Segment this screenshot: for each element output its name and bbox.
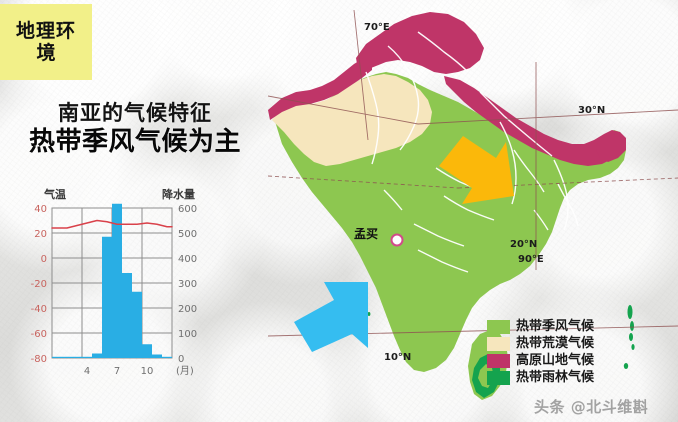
axis-tick-label: 300: [178, 279, 197, 290]
legend-label: 热带雨林气候: [516, 370, 595, 385]
map-landmass: [268, 12, 635, 400]
axis-tick-label: 100: [178, 329, 197, 340]
axis-tick-label: -40: [31, 304, 47, 315]
chart-x-axis-ticks: 4 7 10: [84, 366, 154, 377]
precipitation-bar: [152, 354, 162, 358]
page-title: 南亚的气候特征 热带季风气候为主: [0, 100, 270, 159]
legend-swatch-icon: [487, 370, 510, 385]
legend-item: 热带季风气候: [487, 318, 594, 335]
chart-left-axis-ticks: 40 20 0 -20 -40 -60 -80: [31, 204, 47, 365]
headline-title: 热带季风气候为主: [28, 127, 241, 158]
legend-label: 高原山地气候: [516, 353, 595, 368]
legend-item: 热带雨林气候: [487, 369, 594, 386]
city-dot-icon: [390, 233, 404, 247]
legend-item: 高原山地气候: [487, 352, 594, 369]
south-asia-climate-map: 70°E 30°N 20°N 90°E 10°N 孟买: [268, 0, 678, 422]
climate-chart: 气温 降水量 40 20 0 -20 -40 -6: [12, 186, 228, 382]
legend-swatch-icon: [487, 319, 510, 334]
watermark: 头条 @北斗维斟: [534, 398, 649, 416]
map-legend: 热带季风气候 热带荒漠气候 高原山地气候 热带雨林气候: [487, 318, 594, 386]
legend-label: 热带季风气候: [516, 319, 595, 334]
city-marker-mumbai: 孟买: [354, 226, 404, 247]
region-plateau-baluchistan: [268, 58, 372, 120]
graticule-label: 30°N: [578, 105, 605, 116]
region-andaman-islands: [623, 305, 635, 369]
legend-swatch-icon: [487, 353, 510, 368]
chart-left-axis-title: 气温: [43, 187, 66, 201]
section-tag-line-1: 地理环: [15, 19, 76, 42]
axis-tick-label: -60: [31, 329, 47, 340]
temperature-line: [51, 219, 173, 229]
city-label-mumbai: 孟买: [354, 226, 378, 241]
graticule-label: 90°E: [518, 254, 544, 265]
axis-tick-label: 20: [34, 229, 47, 240]
axis-tick-label: 200: [178, 304, 197, 315]
precipitation-bar: [132, 291, 142, 358]
region-plateau-ne-hills: [596, 132, 626, 162]
monsoon-arrow-yellow: [439, 136, 514, 204]
chart-right-axis-title: 降水量: [162, 187, 195, 201]
axis-tick-label: 7: [114, 366, 120, 377]
precipitation-bar: [72, 356, 82, 358]
axis-tick-label: 400: [178, 254, 197, 265]
axis-tick-label: -20: [31, 279, 47, 290]
chart-right-axis-ticks: 0 100 200 300 400 500 600: [178, 204, 197, 365]
precipitation-bar: [142, 344, 152, 358]
legend-label: 热带荒漠气候: [516, 336, 595, 351]
precipitation-bar: [92, 353, 102, 358]
precipitation-bar: [62, 356, 72, 358]
axis-tick-label: -80: [31, 354, 47, 365]
precipitation-bar: [122, 273, 132, 358]
axis-tick-label: 40: [34, 204, 47, 215]
axis-tick-label: 600: [178, 204, 197, 215]
axis-tick-label: 500: [178, 229, 197, 240]
axis-tick-label: 0: [41, 254, 47, 265]
legend-item: 热带荒漠气候: [487, 335, 594, 352]
precipitation-bar: [82, 356, 92, 358]
section-tag: 地理环 境: [0, 4, 92, 80]
region-tropical-desert: [272, 74, 432, 166]
graticule-label: 70°E: [364, 22, 390, 33]
headline-subtitle: 南亚的气候特征: [58, 101, 212, 125]
monsoon-arrow-blue: [294, 282, 368, 352]
legend-swatch-icon: [487, 336, 510, 351]
axis-tick-label: 4: [84, 366, 90, 377]
precipitation-bar: [162, 356, 172, 358]
precipitation-bars: [52, 203, 172, 358]
chart-x-axis-unit: (月): [176, 365, 194, 377]
precipitation-bar: [102, 236, 112, 358]
axis-tick-label: 10: [141, 366, 154, 377]
graticule-label: 20°N: [510, 239, 537, 250]
precipitation-bar: [52, 356, 62, 358]
map-graticule-labels: 70°E 30°N 20°N 90°E 10°N: [364, 22, 605, 363]
axis-tick-label: 0: [178, 354, 184, 365]
section-tag-line-2: 境: [36, 42, 56, 64]
graticule-label: 10°N: [384, 352, 411, 363]
precipitation-bar: [112, 203, 122, 358]
